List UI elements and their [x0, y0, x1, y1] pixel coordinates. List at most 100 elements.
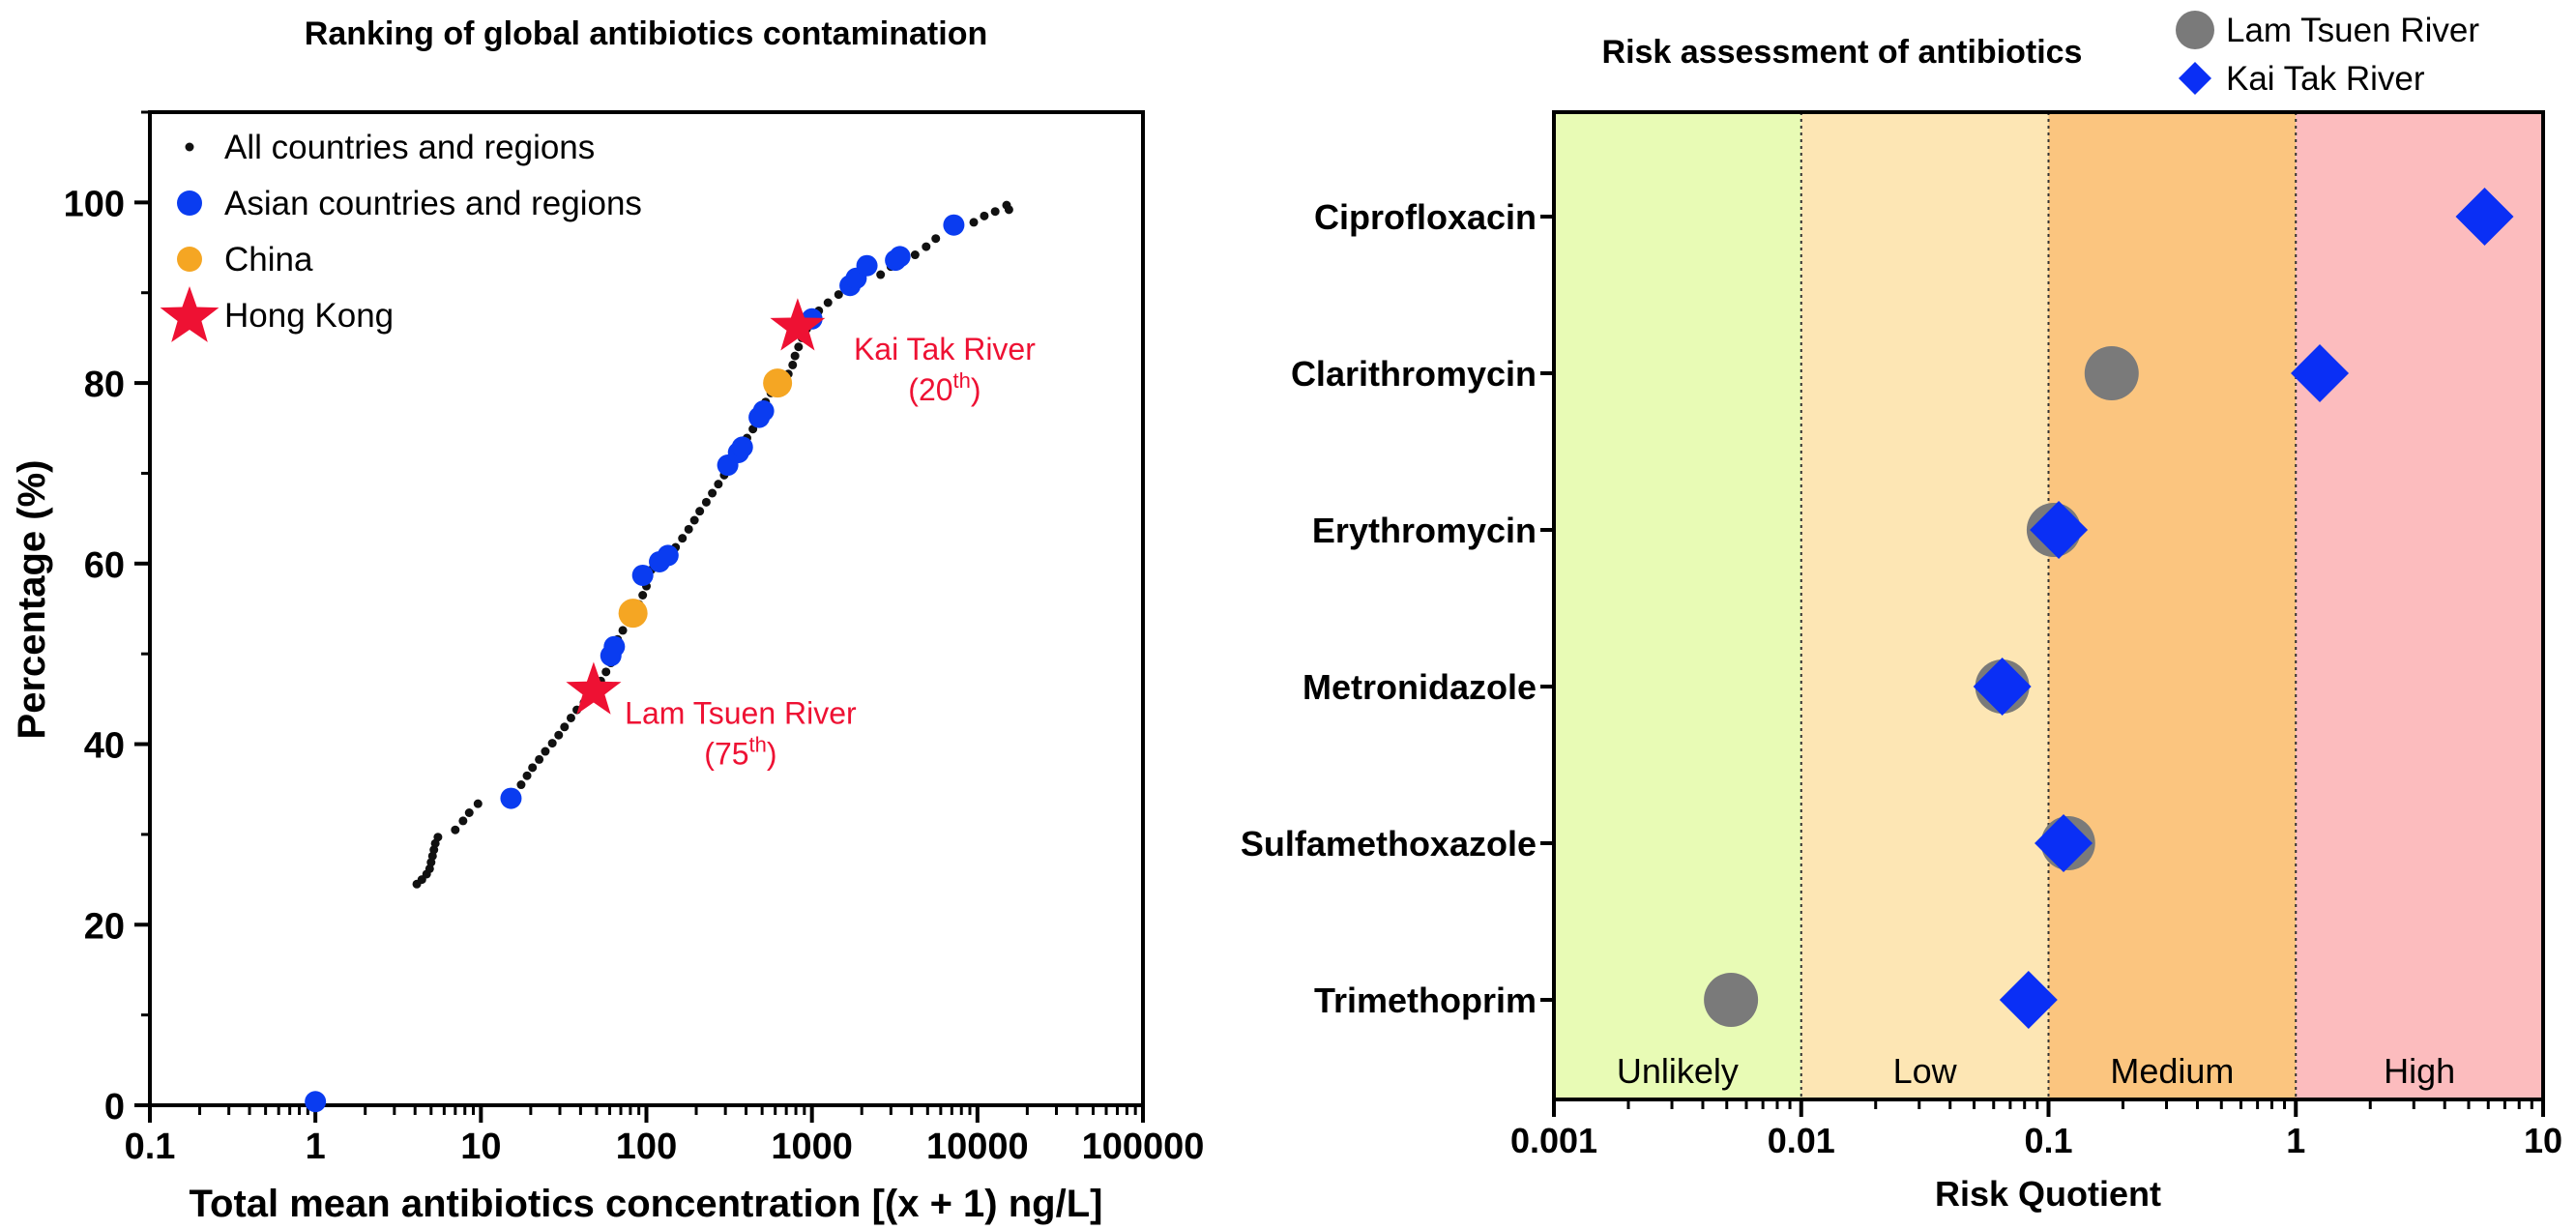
- right-x-tick-label: 0.1: [2024, 1121, 2072, 1160]
- all-countries-point: [451, 825, 460, 835]
- category-label: Sulfamethoxazole: [1241, 824, 1537, 864]
- all-countries-point: [1004, 205, 1013, 215]
- china-point: [763, 368, 793, 398]
- legend-marker-circle: [2176, 11, 2214, 49]
- hong-kong-star: [770, 298, 826, 351]
- all-countries-point: [601, 667, 611, 677]
- risk-zone-label: Medium: [2110, 1051, 2234, 1091]
- risk-zone-unlikely: [1554, 112, 1801, 1099]
- right-chart: Risk assessment of antibiotics Risk Quot…: [1241, 11, 2562, 1214]
- left-y-tick-label: 20: [84, 906, 125, 947]
- legend-label: Hong Kong: [224, 297, 394, 335]
- legend-label: Lam Tsuen River: [2226, 12, 2479, 49]
- kai-tak-point: [2455, 188, 2514, 246]
- asian-point: [305, 1091, 327, 1113]
- annotation-rank: (75th): [704, 732, 776, 771]
- all-countries-point: [560, 722, 570, 732]
- all-countries-point: [790, 351, 800, 361]
- legend-label: All countries and regions: [224, 129, 595, 166]
- all-countries-point: [876, 270, 886, 279]
- category-label: Trimethoprim: [1314, 981, 1537, 1020]
- right-x-tick-label: 0.001: [1510, 1121, 1597, 1160]
- left-x-axis-label: Total mean antibiotics concentration [(x…: [190, 1183, 1103, 1225]
- hong-kong-star: [566, 661, 622, 715]
- all-countries-point: [788, 360, 798, 369]
- risk-zone-high: [2296, 112, 2543, 1099]
- all-countries-point: [980, 211, 989, 220]
- left-x-tick-label: 10000: [926, 1127, 1029, 1167]
- all-countries-point: [678, 534, 688, 543]
- asian-point: [631, 564, 654, 586]
- asian-point: [943, 214, 965, 236]
- all-countries-point: [834, 290, 843, 300]
- all-countries-point: [618, 626, 628, 635]
- all-countries-point: [708, 488, 717, 498]
- legend-label: China: [224, 241, 313, 278]
- left-chart-title: Ranking of global antibiotics contaminat…: [305, 15, 987, 52]
- left-y-tick-label: 40: [84, 726, 125, 767]
- right-x-tick-label: 10: [2524, 1121, 2562, 1160]
- left-x-tick-label: 100000: [1082, 1127, 1205, 1167]
- annotation-rank-number: (75: [704, 736, 748, 771]
- all-countries-point: [910, 250, 920, 260]
- left-y-tick-label: 100: [64, 184, 125, 224]
- asian-point: [657, 544, 679, 567]
- all-countries-point: [473, 799, 483, 808]
- legend-marker-diamond: [2179, 62, 2211, 95]
- kai-tak-point: [2291, 344, 2350, 402]
- legend-marker-circle: [177, 190, 202, 216]
- right-x-axis-label: Risk Quotient: [1935, 1174, 2161, 1214]
- asian-point: [889, 246, 911, 268]
- left-x-tick-label: 10: [460, 1127, 501, 1167]
- kai-tak-point: [1999, 971, 2058, 1029]
- left-x-tick-label: 0.1: [125, 1127, 176, 1167]
- all-countries-point: [695, 507, 705, 516]
- risk-zone-label: High: [2384, 1051, 2455, 1091]
- left-y-tick-label: 60: [84, 545, 125, 586]
- all-countries-point: [794, 342, 804, 352]
- right-chart-title: Risk assessment of antibiotics: [1602, 34, 2083, 71]
- legend-marker-star: [160, 286, 220, 342]
- category-label: Clarithromycin: [1291, 354, 1537, 394]
- left-y-tick-label: 80: [84, 365, 125, 405]
- legend-label: Asian countries and regions: [224, 185, 642, 222]
- kai-tak-point: [2030, 501, 2089, 559]
- left-x-tick-label: 1: [306, 1127, 326, 1167]
- lam-tsuen-point: [1704, 973, 1759, 1027]
- asian-point: [603, 635, 626, 658]
- asian-point: [500, 787, 522, 809]
- risk-zone-low: [1800, 112, 2049, 1099]
- left-chart: Ranking of global antibiotics contaminat…: [11, 15, 1204, 1225]
- all-countries-point: [433, 833, 443, 842]
- left-x-tick-label: 1000: [771, 1127, 853, 1167]
- all-countries-point: [969, 218, 979, 227]
- legend-label: Kai Tak River: [2226, 60, 2425, 98]
- left-y-tick-label: 0: [104, 1087, 125, 1128]
- risk-zone-label: Low: [1893, 1051, 1958, 1091]
- all-countries-point: [922, 242, 931, 251]
- all-countries-point: [701, 497, 711, 507]
- kai-tak-point: [2034, 814, 2093, 872]
- all-countries-point: [547, 739, 557, 748]
- asian-point: [752, 400, 775, 423]
- all-countries-point: [931, 234, 941, 244]
- annotation-rank-close: ): [767, 736, 777, 771]
- all-countries-point: [823, 298, 833, 308]
- category-label: Metronidazole: [1303, 667, 1537, 707]
- legend-marker-dot: [185, 142, 194, 152]
- annotation-rank-close: ): [971, 372, 981, 407]
- all-countries-point: [522, 771, 532, 780]
- all-countries-point: [535, 754, 544, 764]
- category-label: Erythromycin: [1312, 511, 1537, 550]
- left-y-axis-label: Percentage (%): [11, 460, 53, 740]
- annotation-rank-suffix: th: [953, 368, 971, 393]
- annotation-site-name: Kai Tak River: [854, 332, 1036, 366]
- all-countries-point: [990, 207, 1000, 217]
- lam-tsuen-point: [2084, 346, 2139, 400]
- asian-point: [856, 254, 878, 277]
- annotation-rank: (20th): [908, 368, 981, 407]
- annotation-site-name: Lam Tsuen River: [625, 695, 857, 730]
- legend-marker-circle: [177, 247, 202, 272]
- all-countries-point: [528, 763, 538, 773]
- all-countries-point: [458, 816, 468, 826]
